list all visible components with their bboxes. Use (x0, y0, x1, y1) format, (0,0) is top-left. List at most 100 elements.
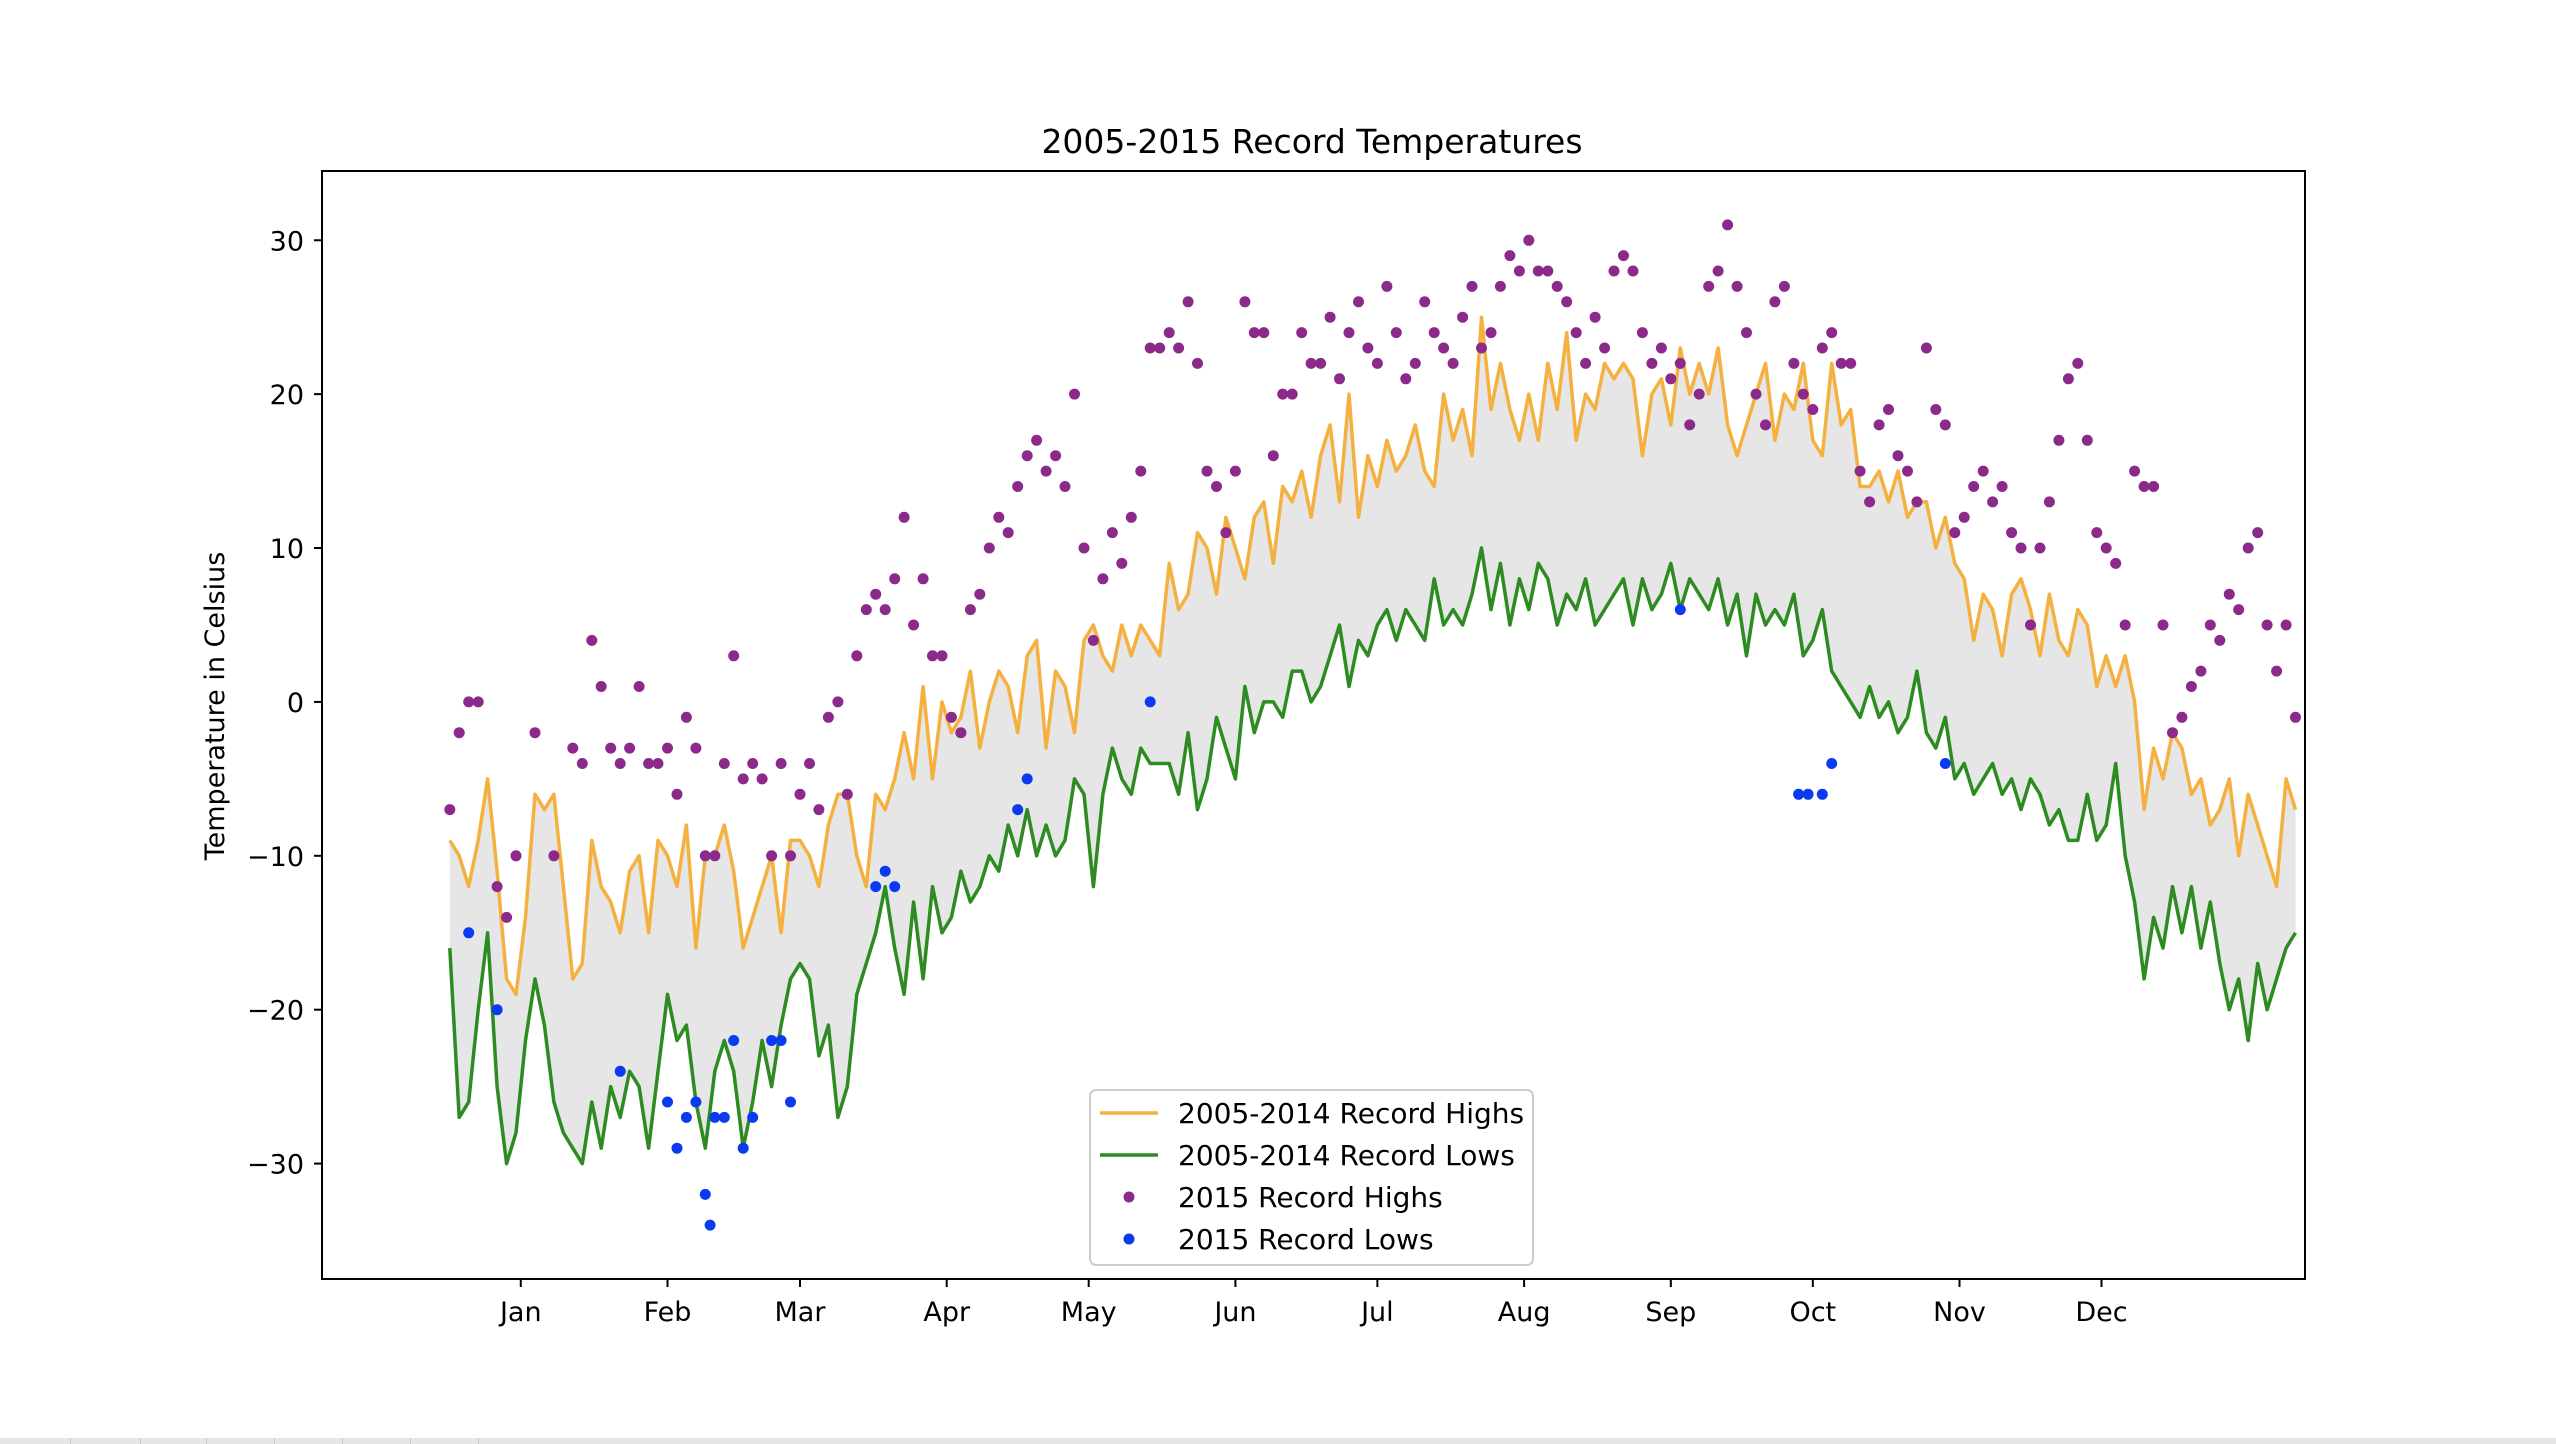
x-tick-label: May (1061, 1297, 1117, 1328)
y-tick-label: 30 (270, 226, 304, 257)
record-high-2015-point (1125, 511, 1137, 523)
record-high-2015-point (2233, 604, 2245, 616)
record-high-2015-point (1040, 465, 1052, 477)
legend-label-record-lows: 2005-2014 Record Lows (1178, 1139, 1515, 1172)
record-high-2015-point (936, 650, 948, 662)
record-high-2015-point (2025, 619, 2036, 631)
x-axis: Jan Feb Mar Apr May Jun Jul Aug Sep Oct Nov Dec (498, 1279, 2128, 1328)
record-high-2015-point (2034, 542, 2046, 554)
record-high-2015-point (1807, 404, 1819, 415)
record-high-2015-point (2081, 434, 2093, 446)
record-high-2015-point (851, 650, 863, 662)
scrollbar-segment[interactable] (70, 1438, 141, 1444)
scrollbar-segment[interactable] (0, 1438, 71, 1444)
record-high-2015-point (1476, 342, 1487, 354)
record-high-2015-point (1267, 450, 1279, 462)
record-high-2015-point (2261, 619, 2273, 631)
record-high-2015-point (624, 742, 636, 754)
record-highs-line (448, 315, 2298, 997)
record-high-2015-point (2138, 481, 2150, 492)
record-high-2015-point (2015, 542, 2027, 554)
record-high-2015-point (1873, 419, 1885, 431)
record-low-2015-point (1012, 804, 1024, 816)
record-low-2015-point (463, 927, 475, 939)
record-low-2015-point (1144, 696, 1156, 708)
record-high-2015-point (1334, 373, 1345, 385)
horizontal-scrollbar[interactable] (0, 1438, 2556, 1444)
record-high-2015-point (1939, 419, 1951, 431)
record-high-2015-point (1750, 388, 1762, 400)
record-high-2015-point (2185, 681, 2197, 692)
record-high-2015-point (756, 773, 768, 785)
record-high-2015-point (1608, 265, 1620, 277)
scrollbar-segment[interactable] (410, 1438, 479, 1444)
record-high-2015-point (2129, 465, 2141, 477)
record-high-2015-point (1911, 496, 1923, 508)
record-high-2015-point (1920, 342, 1932, 354)
x-tick-label: Nov (1933, 1297, 1986, 1328)
scrollbar-segment[interactable] (206, 1438, 275, 1444)
record-high-2015-point (2157, 619, 2169, 631)
record-high-2015-point (1627, 265, 1639, 277)
record-high-2015-point (898, 511, 910, 523)
record-high-2015-point (1021, 450, 1033, 462)
record-high-2015-point (614, 758, 626, 769)
record-high-2015-point (1646, 357, 1658, 369)
record-high-2015-point (2148, 481, 2160, 492)
record-high-2015-point (955, 727, 967, 739)
record-high-2015-point (2290, 711, 2301, 723)
record-low-2015-point (709, 1111, 721, 1123)
x-tick-label: Mar (775, 1297, 827, 1328)
record-high-2015-point (1324, 311, 1336, 323)
y-tick-label: 0 (287, 688, 304, 719)
plot-area (444, 219, 2301, 1231)
record-high-2015-point (1996, 481, 2008, 492)
scrollbar-segment[interactable] (140, 1438, 207, 1444)
record-high-2015-point (1343, 327, 1355, 339)
record-high-2015-point (1031, 434, 1043, 446)
record-high-2015-point (1835, 357, 1847, 369)
record-high-2015-point (1305, 357, 1317, 369)
record-high-2015-point (444, 804, 456, 816)
record-high-2015-point (2167, 727, 2178, 739)
record-high-2015-point (1381, 280, 1393, 292)
record-high-2015-point (1002, 527, 1014, 539)
record-high-2015-point (605, 742, 617, 754)
record-high-2015-point (1390, 327, 1402, 339)
record-high-2015-point (1816, 342, 1828, 354)
record-low-2015-point (671, 1142, 683, 1154)
record-high-2015-point (2110, 557, 2122, 569)
record-high-2015-point (728, 650, 740, 662)
record-high-2015-point (908, 619, 920, 631)
record-high-2015-point (1523, 234, 1535, 246)
scrollbar-segment[interactable] (274, 1438, 343, 1444)
record-high-2015-point (1864, 496, 1876, 508)
x-tick-label: Apr (923, 1297, 971, 1328)
record-high-2015-point (2100, 542, 2112, 554)
record-high-2015-point (1845, 357, 1857, 369)
record-high-2015-point (1769, 296, 1781, 308)
record-low-2015-point (718, 1111, 730, 1123)
legend-label-2015-highs: 2015 Record Highs (1178, 1181, 1443, 1214)
record-high-2015-point (643, 758, 655, 769)
record-high-2015-point (1069, 388, 1080, 400)
x-tick-label: Sep (1645, 1297, 1696, 1328)
record-high-2015-point (463, 696, 475, 708)
record-high-2015-point (1457, 311, 1469, 323)
record-low-2015-point (785, 1096, 796, 1108)
x-tick-label: Aug (1498, 1297, 1551, 1328)
record-high-2015-point (889, 573, 901, 585)
scrollbar-segment[interactable] (342, 1438, 411, 1444)
record-low-2015-point (704, 1219, 716, 1231)
record-low-2015-point (1939, 758, 1951, 769)
record-high-2015-point (870, 588, 882, 600)
y-tick-label: −30 (247, 1150, 304, 1181)
record-low-2015-point (870, 881, 882, 893)
record-high-2015-point (1050, 450, 1062, 462)
record-low-2015-point (1826, 758, 1838, 769)
record-high-2015-point (1078, 542, 1090, 554)
record-high-2015-point (472, 696, 484, 708)
record-high-2015-point (1778, 280, 1790, 292)
record-high-2015-point (671, 788, 683, 800)
record-low-2015-point (662, 1096, 673, 1108)
